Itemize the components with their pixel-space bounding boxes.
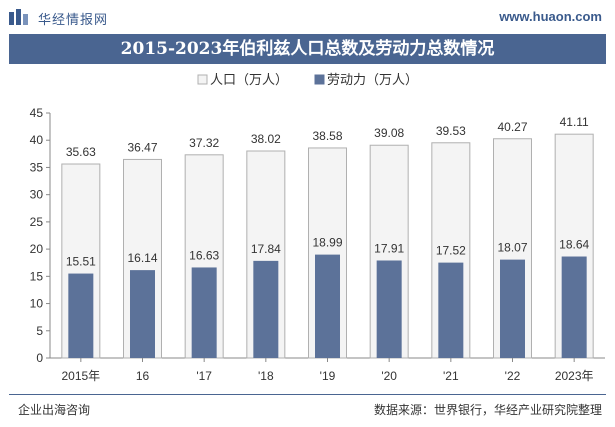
labor-bar-2 [191, 267, 217, 358]
legend-label-0: 人口（万人） [210, 72, 288, 87]
labor-label-3: 17.84 [251, 242, 281, 256]
x-tick-label-1: 16 [136, 369, 150, 383]
y-tick-label-5: 5 [36, 324, 43, 338]
population-label-0: 35.63 [66, 145, 96, 159]
population-label-5: 39.08 [374, 126, 404, 140]
y-tick-label-20: 20 [30, 242, 44, 256]
y-tick-label-35: 35 [30, 160, 44, 174]
data-source: 数据来源：世界银行，华经产业研究院整理 [373, 403, 602, 417]
y-tick-label-45: 45 [30, 106, 44, 120]
labor-label-1: 16.14 [127, 251, 157, 265]
x-tick-label-6: '21 [443, 369, 459, 383]
labor-bar-1 [130, 270, 155, 358]
labor-bar-8 [561, 256, 587, 358]
footer-divider [9, 394, 606, 395]
population-label-8: 41.11 [560, 115, 589, 129]
labor-bar-0 [68, 273, 94, 358]
population-label-6: 39.53 [436, 124, 466, 138]
x-tick-label-4: '19 [320, 369, 336, 383]
population-label-4: 38.58 [312, 129, 342, 143]
labor-label-5: 17.91 [374, 241, 404, 255]
labor-bar-7 [500, 259, 525, 358]
top-bar: 华经情报网 www.huaon.com [0, 0, 615, 34]
chart-title: 2015-2023年伯利兹人口总数及劳动力总数情况 [9, 34, 606, 64]
x-tick-label-5: '20 [381, 369, 397, 383]
population-label-7: 40.27 [497, 120, 527, 134]
population-label-3: 38.02 [251, 132, 281, 146]
footer-left-text: 企业出海咨询 [18, 403, 91, 417]
labor-label-0: 15.51 [66, 255, 96, 269]
labor-label-7: 18.07 [497, 241, 527, 255]
legend-label-1: 劳动力（万人） [327, 72, 418, 87]
y-tick-label-40: 40 [30, 133, 44, 147]
labor-bar-3 [253, 260, 279, 358]
chart: 人口（万人） 劳动力（万人） 0 5 10 15 20 25 30 35 40 45 35.63 15.5… [30, 72, 605, 383]
x-tick-label-8: 2023年 [555, 369, 594, 383]
y-tick-label-30: 30 [30, 188, 44, 202]
y-tick-label-25: 25 [30, 215, 44, 229]
x-tick-label-0: 2015年 [61, 369, 100, 383]
brand-name: 华经情报网 [38, 12, 109, 27]
y-tick-label-15: 15 [30, 269, 44, 283]
labor-label-8: 18.64 [559, 238, 589, 252]
x-tick-label-2: '17 [196, 369, 212, 383]
labor-bar-4 [315, 254, 340, 358]
brand-logo-icon [9, 9, 28, 25]
labor-label-4: 18.99 [312, 236, 342, 250]
legend-swatch-1 [314, 74, 325, 85]
x-tick-label-3: '18 [258, 369, 274, 383]
population-label-2: 37.32 [189, 136, 219, 150]
y-tick-label-0: 0 [36, 351, 43, 365]
labor-bar-6 [438, 262, 464, 358]
labor-bar-5 [376, 260, 402, 358]
legend-swatch-0 [197, 74, 208, 85]
x-tick-label-7: '22 [505, 369, 521, 383]
labor-label-6: 17.52 [436, 244, 466, 258]
site-url: www.huaon.com [499, 9, 602, 24]
y-tick-label-10: 10 [30, 297, 44, 311]
labor-label-2: 16.63 [189, 248, 219, 262]
population-label-1: 36.47 [127, 140, 157, 154]
